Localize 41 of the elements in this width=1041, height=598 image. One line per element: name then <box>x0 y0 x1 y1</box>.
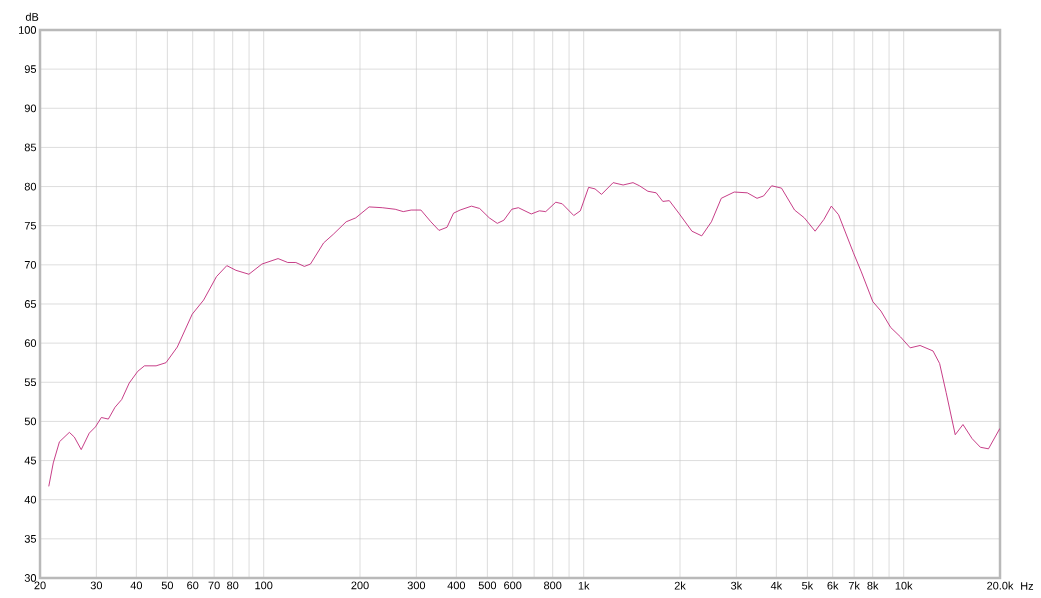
y-tick-label: 90 <box>24 104 37 113</box>
x-tick-label: 600 <box>504 581 522 590</box>
y-tick-label: 55 <box>24 378 37 387</box>
y-tick-label: 85 <box>24 143 37 152</box>
x-tick-label: 1k <box>578 581 590 590</box>
y-tick-label: 45 <box>24 456 37 465</box>
x-tick-label: 50 <box>161 581 174 590</box>
y-tick-label: 35 <box>24 534 37 543</box>
x-tick-label: 70 <box>208 581 220 590</box>
y-tick-label: 60 <box>24 339 37 348</box>
x-tick-label: 60 <box>187 581 199 590</box>
x-tick-label: 40 <box>130 581 143 590</box>
x-tick-label: 2k <box>674 581 686 590</box>
y-tick-label: 100 <box>19 26 37 34</box>
x-tick-label: 300 <box>407 581 426 590</box>
y-tick-label: 30 <box>24 574 37 582</box>
x-tick-label: 200 <box>351 581 369 590</box>
x-tick-label: 20.0k <box>987 581 1014 590</box>
x-tick-label: 5k <box>802 581 814 590</box>
y-tick-label: 95 <box>24 65 37 74</box>
x-tick-label: 7k <box>848 581 860 590</box>
x-tick-label: 8k <box>867 581 879 590</box>
x-tick-label: 20 <box>34 581 46 590</box>
x-tick-label: 30 <box>90 581 103 590</box>
x-tick-label: 500 <box>478 581 497 590</box>
x-axis-title: Hz <box>1021 582 1034 590</box>
x-tick-label: 10k <box>895 581 913 590</box>
x-tick-label: 80 <box>227 581 239 590</box>
x-tick-label: 4k <box>770 581 783 590</box>
x-tick-label: 100 <box>255 581 273 590</box>
x-tick-label: 3k <box>731 581 743 590</box>
y-tick-label: 65 <box>24 300 37 308</box>
y-tick-label: 70 <box>24 260 37 269</box>
x-tick-label: 800 <box>544 581 562 590</box>
y-tick-label: 50 <box>24 417 37 426</box>
y-tick-label: 80 <box>24 182 37 191</box>
y-tick-label: 75 <box>24 221 37 230</box>
x-tick-label: 6k <box>827 581 839 590</box>
y-axis-title: dB <box>25 12 39 21</box>
x-tick-label: 400 <box>447 581 466 590</box>
y-tick-label: 40 <box>24 495 37 504</box>
